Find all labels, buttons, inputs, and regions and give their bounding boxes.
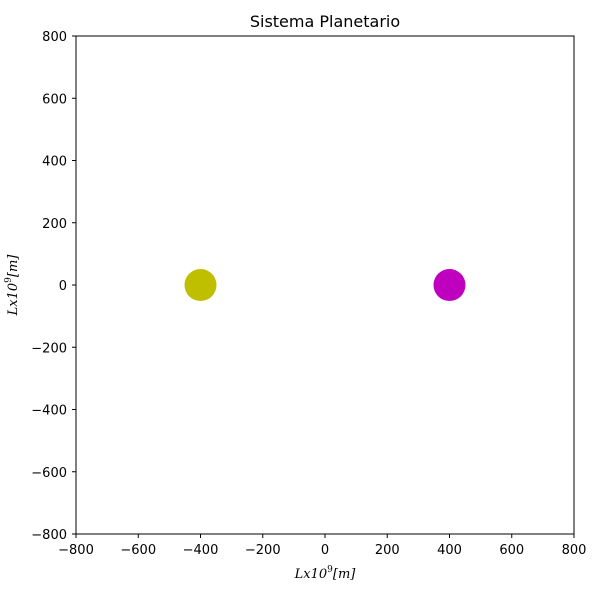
plot-marks: [184, 269, 466, 301]
x-tick-label: −200: [245, 543, 281, 558]
y-tick-label: 800: [42, 30, 67, 45]
y-tick-label: 200: [42, 217, 67, 232]
x-tick-label: −400: [183, 543, 219, 558]
x-tick-label: 800: [562, 543, 587, 558]
y-tick-label: 400: [42, 155, 67, 170]
y-tick-label: 0: [59, 279, 67, 294]
planet-marker-2: [433, 269, 466, 301]
x-axis-label: Lx109[m]: [294, 565, 357, 582]
y-axis-label-unit: [m]: [6, 254, 21, 277]
y-tick-label: 600: [42, 92, 67, 107]
y-tick-label: −200: [31, 341, 67, 356]
x-tick-label: −600: [120, 543, 156, 558]
x-tick-label: −800: [58, 543, 94, 558]
y-axis-label: Lx109[m]: [4, 254, 21, 317]
y-tick-label: −600: [31, 466, 67, 481]
x-axis-label-exponent: 9: [327, 565, 333, 575]
y-tick-label: −400: [31, 404, 67, 419]
x-axis-label-base: Lx10: [294, 567, 328, 582]
y-tick-label: −800: [31, 528, 67, 543]
x-tick-label: 0: [321, 543, 329, 558]
chart-title: Sistema Planetario: [250, 12, 400, 31]
planet-marker-1: [184, 269, 217, 301]
plot-frame: [75, 35, 575, 535]
y-axis-ticks: −800 −600 −400 −200 0 200 400 600 800: [31, 30, 76, 543]
x-tick-label: 200: [375, 543, 400, 558]
y-axis-label-exponent: 9: [4, 277, 14, 283]
y-axis-label-base: Lx10: [6, 283, 21, 317]
x-tick-label: 400: [437, 543, 462, 558]
x-tick-label: 600: [499, 543, 524, 558]
x-axis-label-unit: [m]: [333, 567, 356, 582]
x-axis-ticks: −800 −600 −400 −200 0 200 400 600 800: [58, 534, 586, 558]
